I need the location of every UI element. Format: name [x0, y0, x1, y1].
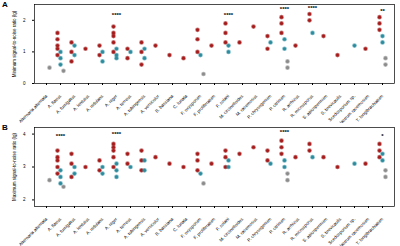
svg-text:C. lunata: C. lunata	[172, 216, 189, 233]
svg-text:A. tubingensis: A. tubingensis	[122, 216, 147, 241]
svg-text:M. circinelloides: M. circinelloides	[218, 216, 245, 243]
svg-text:P. chrysogenum: P. chrysogenum	[246, 216, 273, 243]
svg-text:Syncephalastrum racemosum: Syncephalastrum racemosum	[325, 216, 371, 246]
svg-text:F. oxysporum: F. oxysporum	[179, 93, 203, 116]
svg-text:Minimum signal-to-noise ratio: Minimum signal-to-noise ratio (lg)	[12, 10, 17, 77]
svg-text:F. solani: F. solani	[215, 93, 231, 109]
svg-text:A. fumigatus: A. fumigatus	[55, 216, 77, 238]
svg-text:Maximum signal-to-noise ratio: Maximum signal-to-noise ratio (lg)	[12, 133, 17, 201]
svg-text:2: 2	[23, 18, 26, 23]
svg-text:A. flavus: A. flavus	[46, 93, 63, 110]
svg-text:S. apiospermum: S. apiospermum	[301, 93, 329, 121]
svg-text:F. oxysporum: F. oxysporum	[179, 216, 203, 239]
svg-text:P. chrysogenum: P. chrysogenum	[246, 93, 273, 120]
svg-text:Syncephalastrum racemosum: Syncephalastrum racemosum	[325, 93, 371, 123]
svg-text:A. nidulans: A. nidulans	[85, 216, 105, 236]
svg-text:A. flavus: A. flavus	[46, 216, 63, 233]
svg-text:Alternaria alternata: Alternaria alternata	[18, 216, 49, 246]
svg-text:A. terreus: A. terreus	[114, 93, 133, 111]
svg-text:R. microsporus: R. microsporus	[289, 216, 314, 241]
svg-text:A. nidulans: A. nidulans	[85, 93, 105, 113]
svg-text:A. lentulus: A. lentulus	[71, 216, 91, 235]
svg-text:4: 4	[23, 132, 26, 137]
svg-text:****: ****	[112, 131, 122, 137]
svg-text:F. proliferatum: F. proliferatum	[193, 93, 217, 117]
svg-text:1: 1	[23, 49, 26, 54]
svg-text:P. citrinum: P. citrinum	[268, 216, 287, 235]
svg-text:Alternaria alternata: Alternaria alternata	[18, 93, 49, 123]
svg-text:F. proliferatum: F. proliferatum	[193, 216, 217, 240]
svg-text:****: ****	[308, 5, 318, 11]
svg-text:Scedosporium sp.: Scedosporium sp.	[327, 93, 357, 123]
svg-text:0: 0	[23, 81, 26, 86]
svg-text:P. citrinum: P. citrinum	[268, 93, 287, 112]
svg-text:M. racemosus: M. racemosus	[234, 93, 259, 117]
svg-text:2: 2	[23, 197, 26, 202]
svg-text:*: *	[381, 133, 384, 139]
svg-text:R. arrhizus: R. arrhizus	[281, 216, 301, 236]
svg-text:****: ****	[56, 133, 66, 139]
svg-text:A. tubingensis: A. tubingensis	[122, 93, 147, 118]
svg-text:****: ****	[280, 6, 290, 12]
svg-text:T. longibrachiatum: T. longibrachiatum	[355, 216, 385, 246]
svg-text:A. lentulus: A. lentulus	[71, 93, 91, 112]
svg-text:B. bassiana: B. bassiana	[154, 93, 175, 114]
svg-text:A. niger: A. niger	[103, 93, 119, 108]
svg-text:A. terreus: A. terreus	[114, 216, 133, 234]
svg-text:C. lunata: C. lunata	[172, 93, 189, 110]
svg-text:A. versicolor: A. versicolor	[139, 93, 161, 115]
svg-text:R. microsporus: R. microsporus	[289, 93, 314, 118]
svg-text:S. brevicaulis: S. brevicaulis	[319, 216, 343, 239]
svg-text:Scedosporium sp.: Scedosporium sp.	[327, 216, 357, 246]
svg-text:M. racemosus: M. racemosus	[234, 216, 259, 240]
svg-text:**: **	[380, 8, 385, 14]
svg-text:T. longibrachiatum: T. longibrachiatum	[355, 93, 385, 123]
svg-text:B. bassiana: B. bassiana	[154, 216, 175, 237]
svg-text:S. apiospermum: S. apiospermum	[301, 216, 329, 244]
html-text:A: A	[2, 0, 8, 9]
svg-text:****: ****	[112, 12, 122, 18]
svg-text:M. circinelloides: M. circinelloides	[218, 93, 245, 120]
svg-text:A. versicolor: A. versicolor	[139, 216, 161, 238]
html-text:B: B	[2, 123, 8, 132]
svg-text:A. niger: A. niger	[103, 216, 119, 231]
svg-text:S. brevicaulis: S. brevicaulis	[319, 93, 343, 116]
svg-text:****: ****	[224, 12, 234, 18]
svg-text:R. arrhizus: R. arrhizus	[281, 93, 301, 113]
svg-text:****: ****	[280, 129, 290, 135]
svg-text:F. solani: F. solani	[215, 216, 231, 232]
svg-text:3: 3	[23, 164, 26, 169]
svg-text:A. fumigatus: A. fumigatus	[55, 93, 77, 115]
